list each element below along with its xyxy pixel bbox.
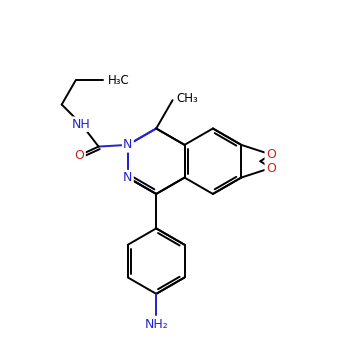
Text: N: N — [123, 138, 133, 151]
Text: N: N — [123, 171, 133, 184]
Text: CH₃: CH₃ — [176, 92, 198, 105]
Text: H₃C: H₃C — [107, 74, 129, 87]
Text: NH: NH — [72, 118, 91, 131]
Text: O: O — [266, 148, 276, 161]
Text: O: O — [75, 149, 85, 162]
Text: O: O — [266, 161, 276, 175]
Text: NH₂: NH₂ — [144, 318, 168, 331]
